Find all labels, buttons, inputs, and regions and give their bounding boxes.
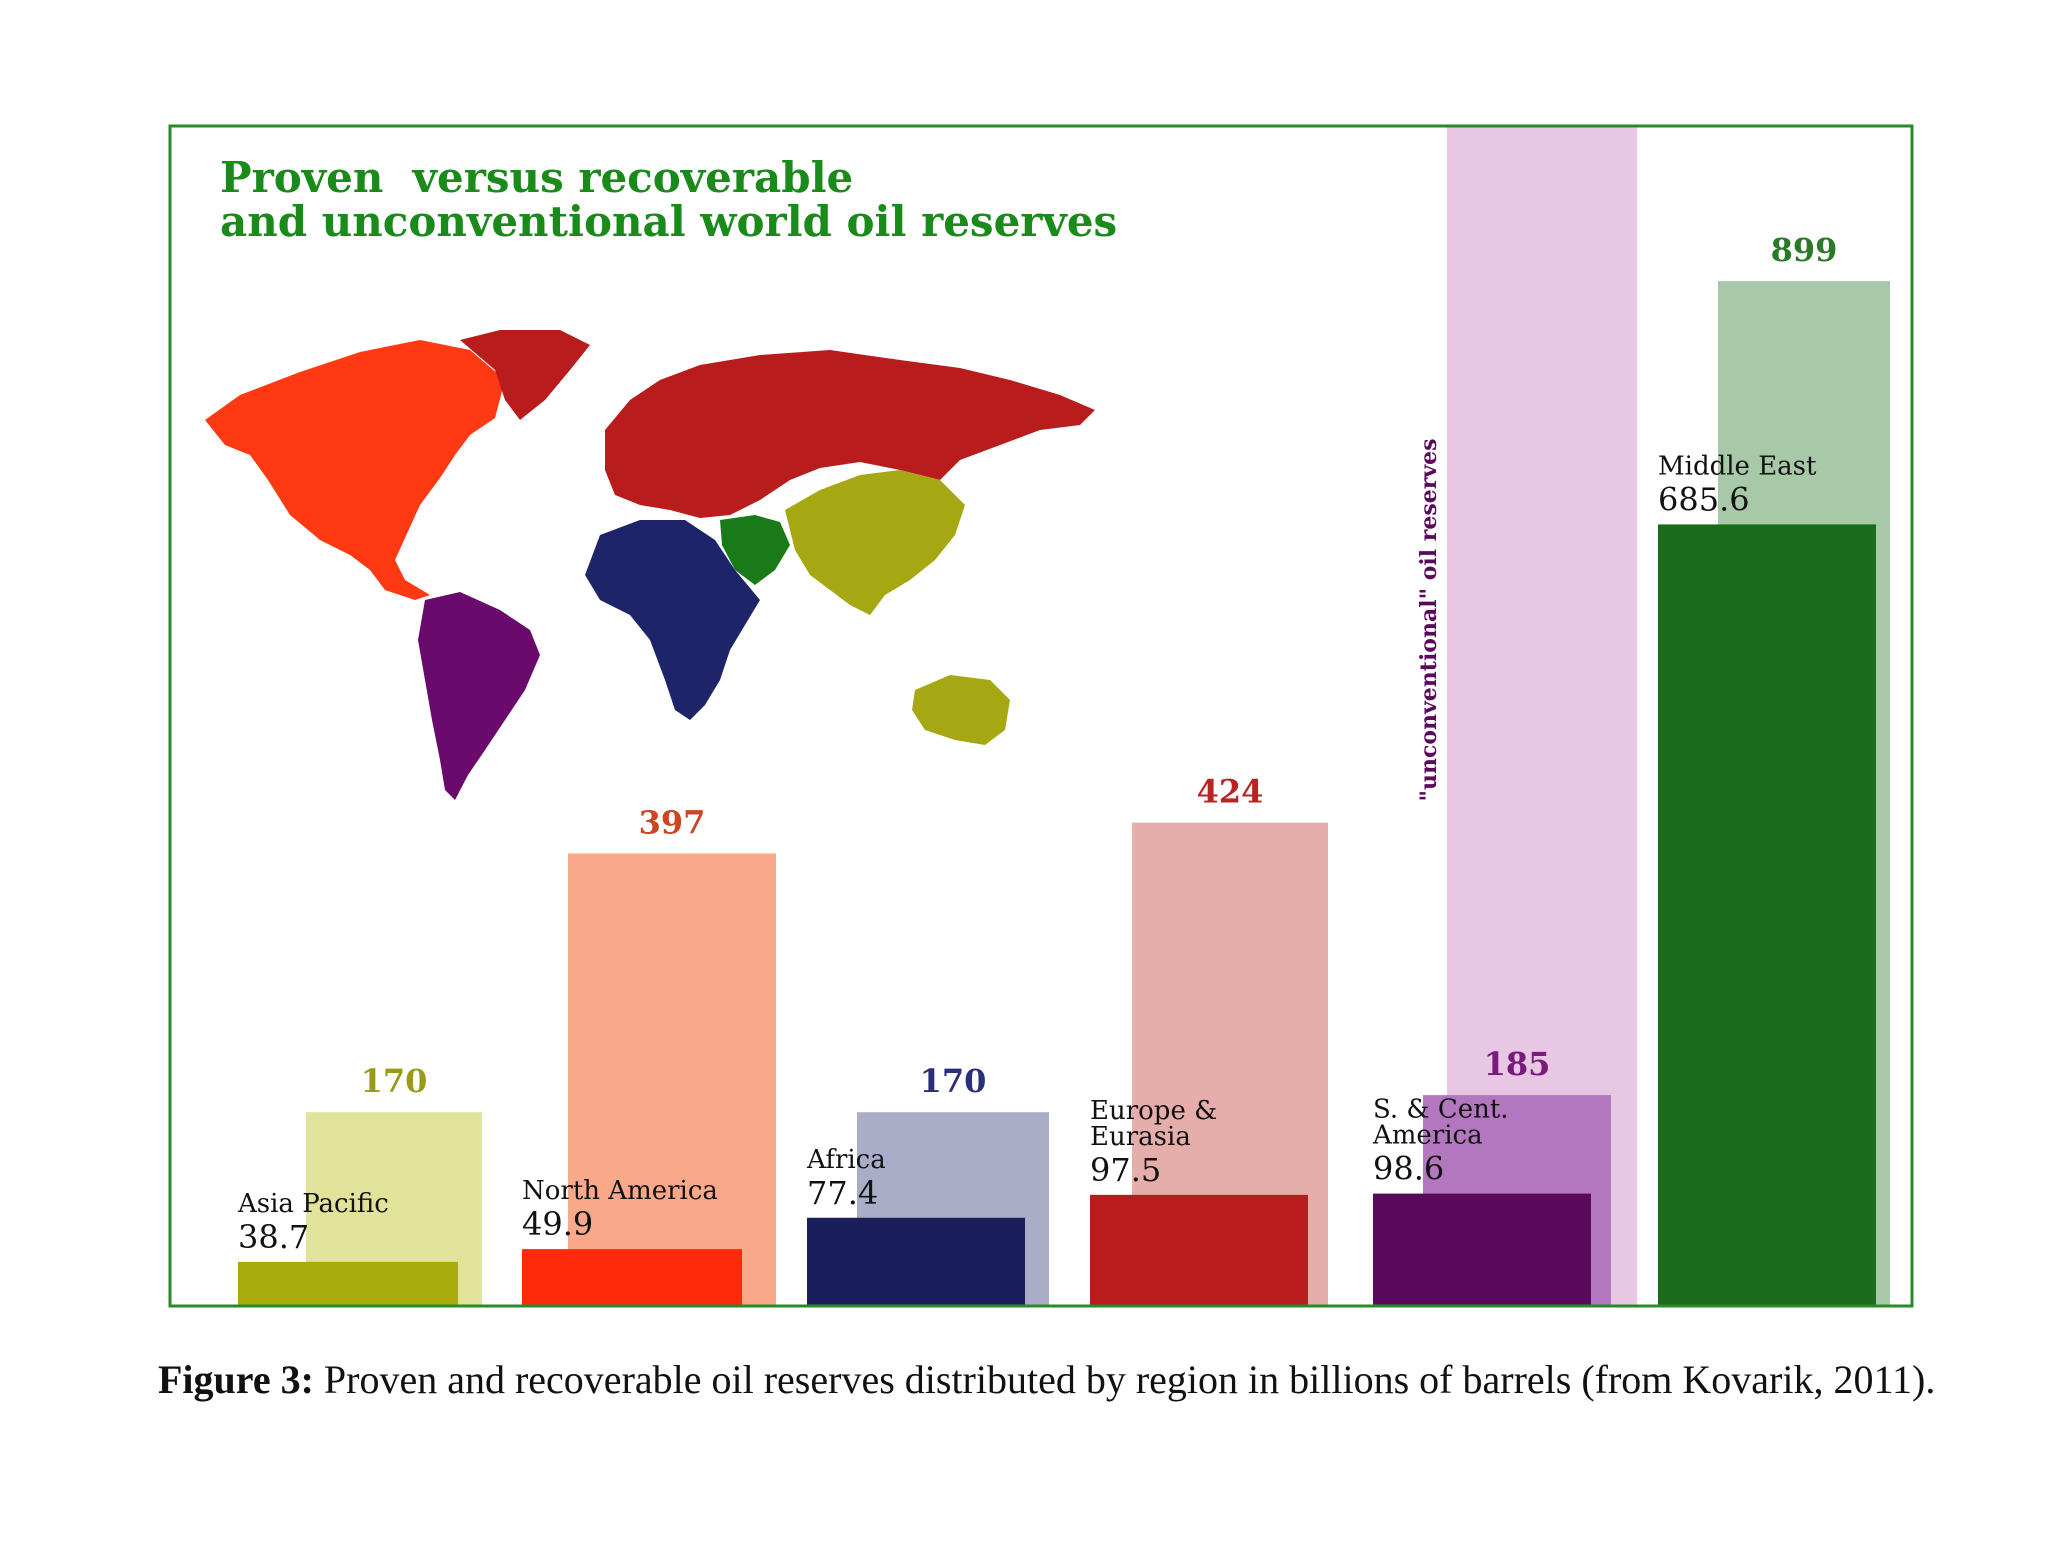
category-label-1-0: North America [522,1176,718,1206]
chart-title-line2: and unconventional world oil reserves [220,197,1117,246]
label-proven-4: 98.6 [1373,1150,1444,1188]
label-proven-2: 77.4 [807,1174,878,1212]
map-region-australia [912,675,1010,745]
map-region-middle-east [720,515,790,585]
label-proven-3: 97.5 [1090,1151,1161,1189]
bar-recoverable-1 [568,853,776,1306]
category-label-2-0: Africa [806,1145,886,1175]
bar-proven-2 [807,1217,1025,1306]
label-recoverable-1: 397 [639,803,706,841]
world-map [205,330,1095,800]
category-label-3-1: Eurasia [1090,1122,1191,1152]
category-label-4-1: America [1372,1121,1483,1151]
label-recoverable-2: 170 [920,1062,987,1100]
label-proven-1: 49.9 [522,1205,593,1243]
caption-text: Proven and recoverable oil reserves dist… [313,1357,1936,1402]
map-region-africa [585,520,760,720]
map-region-greenland [460,330,590,420]
chart-frame [168,124,1914,1308]
label-recoverable-5: 899 [1771,231,1838,269]
bar-proven-3 [1090,1194,1308,1306]
caption-label: Figure 3: [158,1357,314,1402]
unconventional-label: "unconventional" oil reserves [1416,439,1442,802]
label-recoverable-0: 170 [361,1062,428,1100]
bar-proven-5 [1658,524,1876,1306]
bar-proven-4 [1373,1193,1591,1306]
category-label-4-0: S. & Cent. [1373,1095,1509,1125]
figure-caption: Figure 3: Proven and recoverable oil res… [158,1354,1938,1406]
category-label-0-0: Asia Pacific [237,1189,389,1219]
label-proven-5: 685.6 [1658,480,1750,518]
bar-proven-0 [238,1261,458,1306]
label-proven-0: 38.7 [238,1218,309,1256]
bar-proven-1 [522,1249,742,1306]
category-label-3-0: Europe & [1090,1096,1217,1126]
chart-title-line1: Proven versus recoverable [220,153,853,202]
category-label-5-0: Middle East [1658,451,1817,481]
label-recoverable-4: 185 [1484,1045,1551,1083]
map-region-europe-eurasia [605,350,1095,518]
label-recoverable-3: 424 [1197,773,1264,811]
map-region-south-america [418,592,540,800]
map-region-north-america [205,340,505,600]
map-region-asia-pacific [785,470,965,615]
